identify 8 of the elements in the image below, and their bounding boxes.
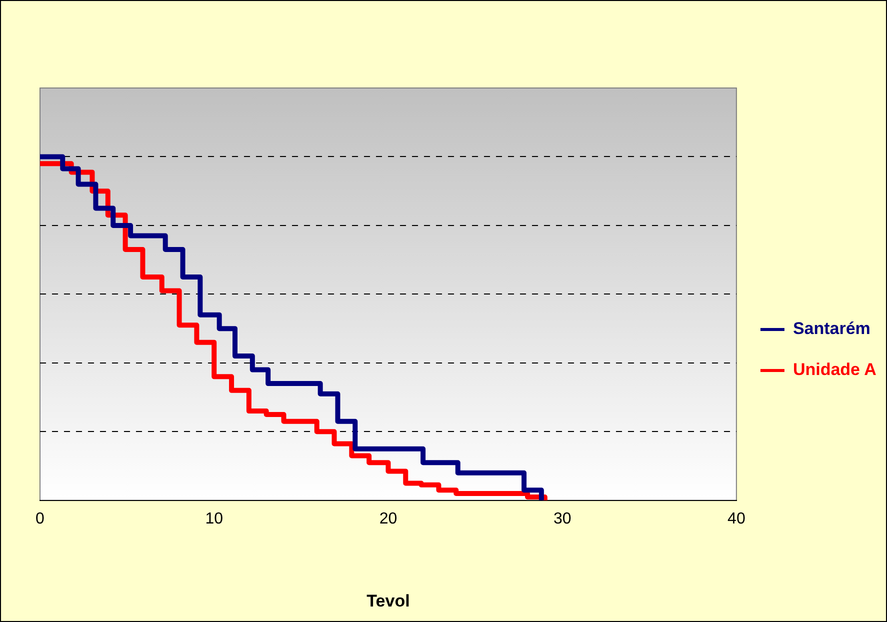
x-tick-label: 30 — [553, 510, 572, 528]
legend-label: Unidade A — [792, 360, 876, 380]
x-tick-label: 10 — [205, 510, 224, 528]
legend-label: Santarém — [792, 319, 870, 338]
x-axis-title: Tevol — [366, 591, 410, 610]
x-tick-label: 0 — [36, 510, 45, 528]
x-tick-label: 20 — [379, 510, 398, 528]
x-tick-label: 40 — [728, 510, 746, 528]
